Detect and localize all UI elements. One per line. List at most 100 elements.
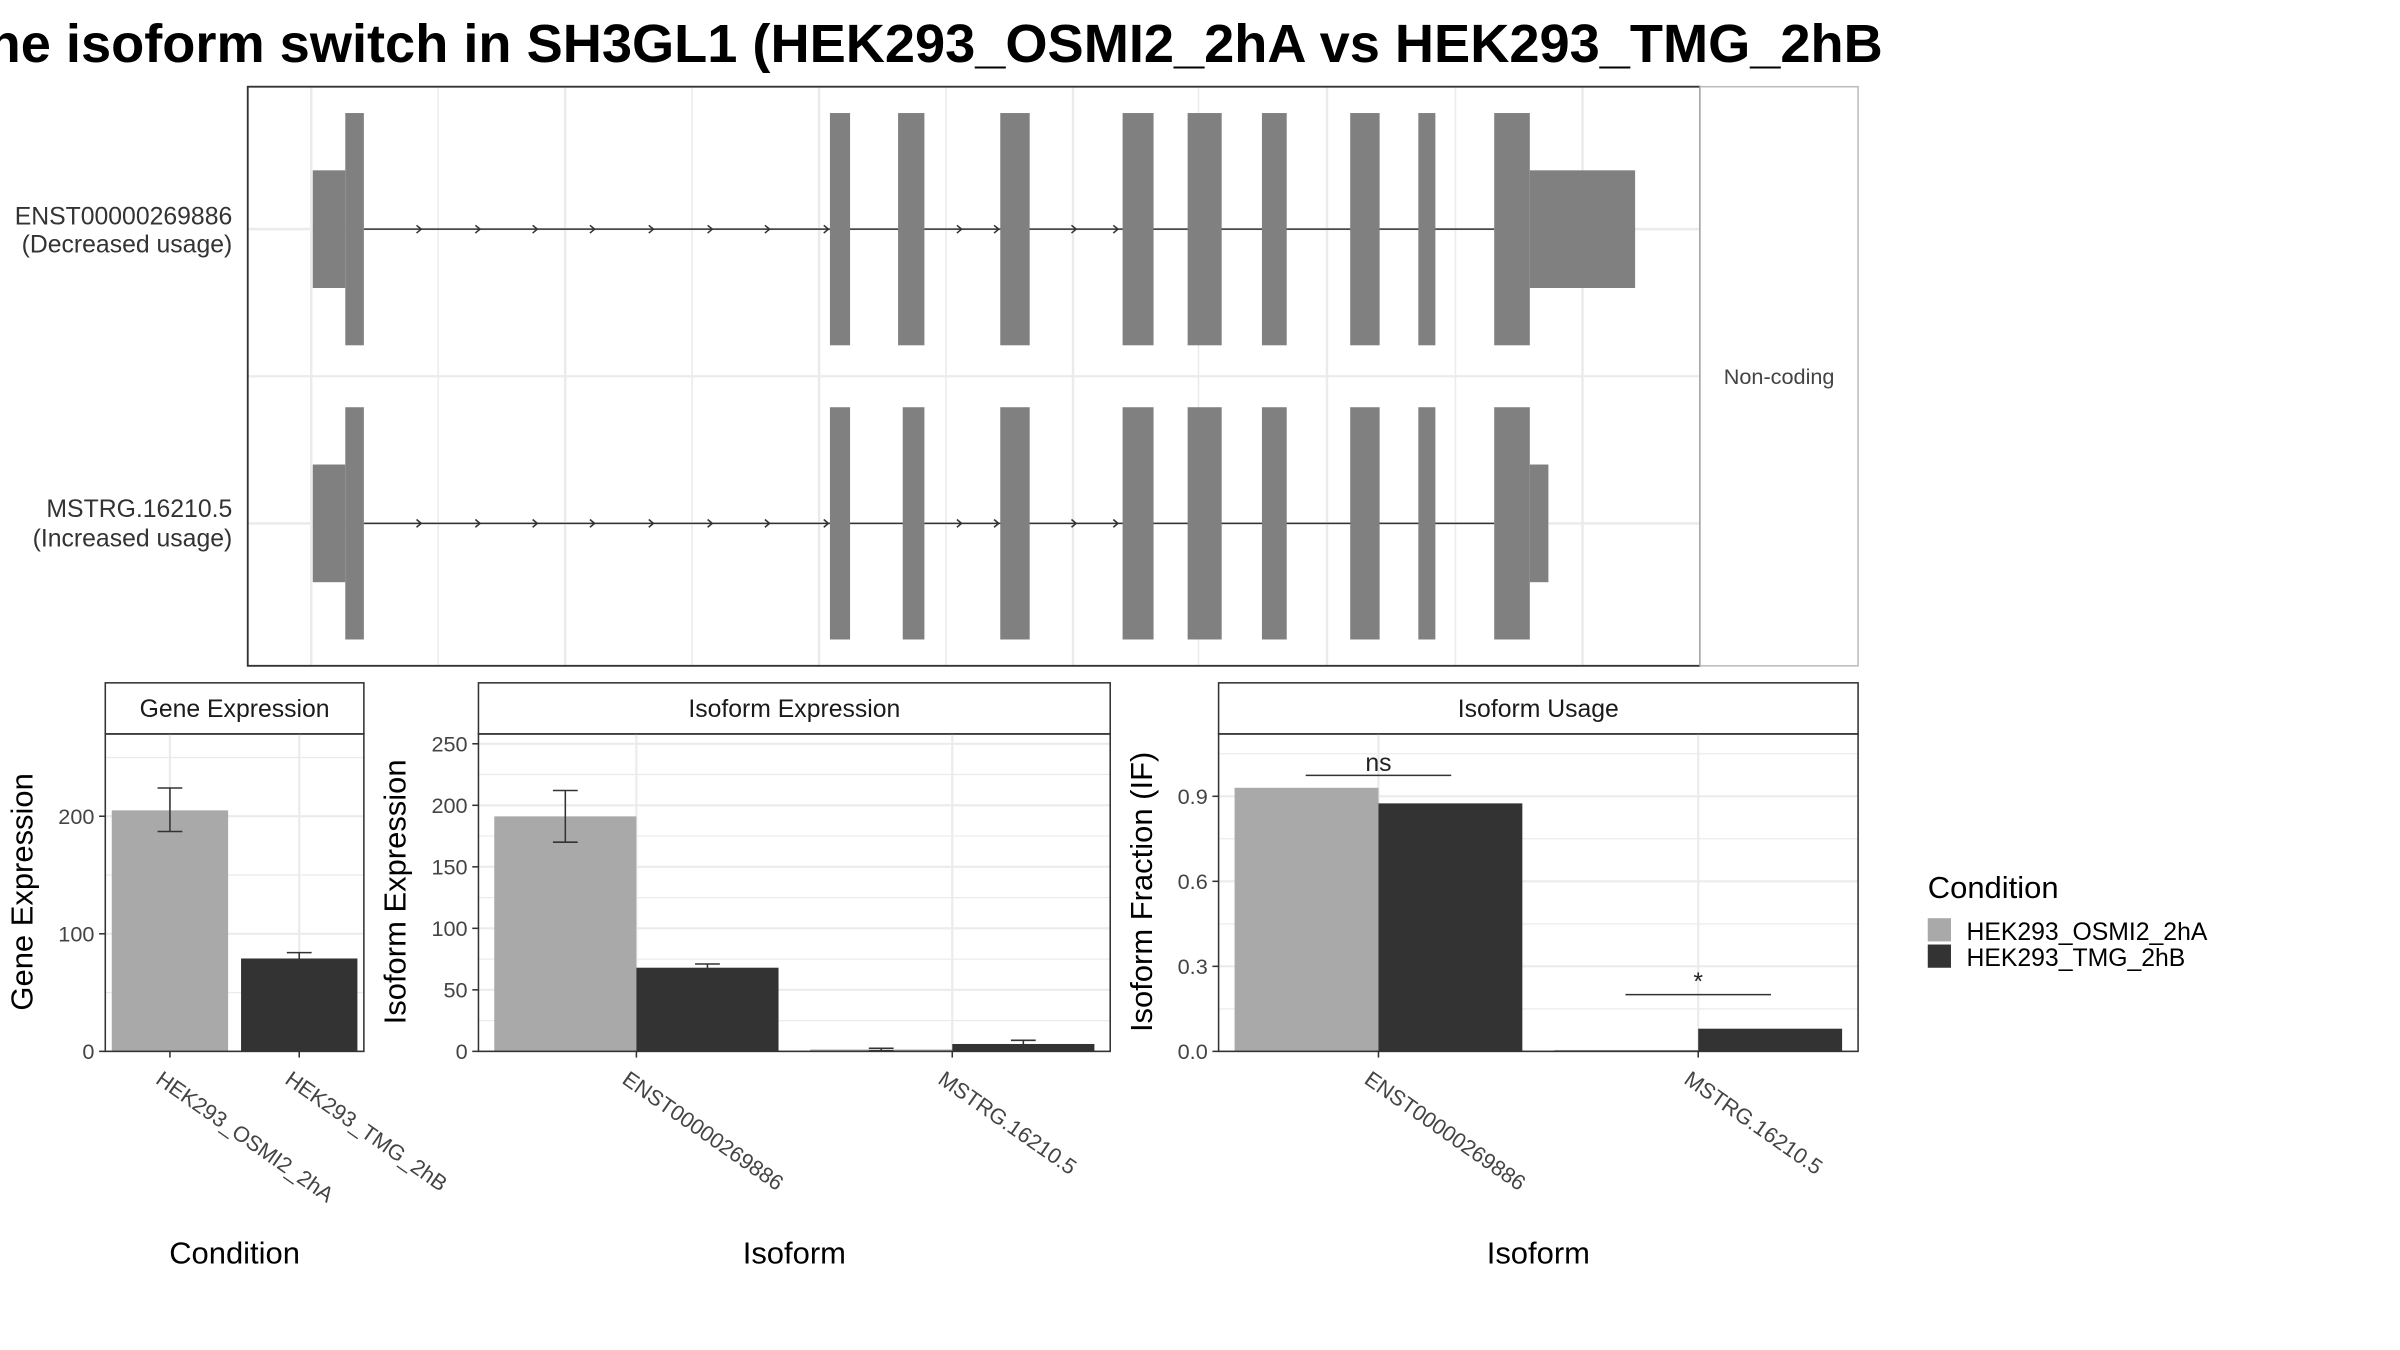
exon-1 [1122,113,1154,346]
isoform-row-sublabel-2: (Increased usage) [33,526,233,553]
bar-tmg [1378,803,1523,1052]
x-tick-label: ENST00000269886 [618,1066,788,1196]
isoform-expression-panel: Isoform Expression 0 50 100 150 200 250 ENST00… [378,682,1111,1270]
exon-1 [1350,113,1380,346]
intron-arrow [532,518,539,528]
x-tick-label: MSTRG.16210.5 [934,1066,1081,1180]
intron-arrow [416,518,423,528]
exon-last-2 [1494,407,1530,640]
bar-tmg [241,958,358,1052]
legend: Condition HEK293_OSMI2_2hA HEK293_TMG_2h… [1927,870,2208,972]
bar-osmi2 [1234,787,1379,1052]
intron-arrow [1112,518,1120,528]
x-tick-label: ENST00000269886 [1360,1066,1530,1196]
intron-arrow [823,224,830,234]
y-tick-label: 0.6 [1178,869,1208,894]
utr5-exon-1 [312,170,346,289]
exon-1 [898,113,925,346]
intron-arrow [589,224,596,234]
gene-expression-strip [104,682,365,735]
gene-expression-panel: Gene Expression 0100200HEK293_OSMI2_2hAH… [5,682,452,1270]
exon-first-1 [345,113,364,346]
intron-arrow [993,224,1000,234]
bar-tmg [1698,1028,1843,1052]
intron-arrow [474,224,482,234]
y-tick-label: 0.9 [1178,784,1208,809]
y-tick-label: 200 [431,793,467,818]
x-tick-label: MSTRG.16210.5 [1680,1066,1827,1180]
bar-osmi2 [111,810,229,1052]
intron-arrow [956,518,963,528]
exon-2 [902,407,925,640]
exon-2 [1122,407,1154,640]
intron-arrow [648,224,655,234]
utr3-exon-2 [1529,464,1549,583]
gene-expression-bars [111,787,358,1052]
intron-arrow [474,518,482,528]
figure-title: he isoform switch in SH3GL1 (HEK293_OSMI… [0,14,1883,74]
isoform-row-sublabel-1: (Decreased usage) [22,231,233,258]
legend-title: Condition [1928,870,2059,905]
y-tick-label: 0 [82,1039,94,1064]
exon-last-1 [1494,113,1530,346]
exon-1 [1187,113,1222,346]
y-tick-label: 100 [431,916,467,941]
exon-2 [1418,407,1436,640]
exon-1 [1000,113,1030,346]
exon-1 [829,113,851,346]
intron-arrow [764,518,771,528]
exon-1 [1418,113,1436,346]
gene-expression-border [104,733,365,1053]
intron-arrow [956,224,963,234]
intron-arrow [532,224,539,234]
gene-expression-title: Gene Expression [140,696,330,723]
intron-arrow [823,518,830,528]
y-tick-label: 200 [58,804,94,829]
significance-label: * [1693,969,1703,996]
isoform-usage-bars [1234,787,1843,1052]
utr5-exon-2 [312,464,346,583]
y-tick-label: 150 [431,855,467,880]
bar-tmg [636,967,779,1052]
isoform-expression-strip [477,682,1111,735]
intron-arrow [589,518,596,528]
legend-label-osmi2: HEK293_OSMI2_2hA [1966,919,2207,946]
intron-arrow [764,224,771,234]
exon-2 [1261,407,1287,640]
isoform-expression-bars [494,789,1095,1052]
isoform-usage-border [1217,733,1859,1053]
utr3-exon-1 [1529,170,1636,289]
isoform-row-label-1: ENST00000269886 [15,204,233,231]
exon-2 [1000,407,1030,640]
intron-arrow [416,224,423,234]
legend-swatch-tmg [1927,944,1951,968]
exon-1 [1261,113,1287,346]
isoform-usage-ylabel: Isoform Fraction (IF) [1124,752,1159,1032]
intron-arrow [1070,518,1078,528]
intron-arrow [648,518,655,528]
exon-2 [829,407,851,640]
y-tick-label: 0 [456,1039,468,1064]
exon-2 [1350,407,1380,640]
facet-label-noncoding: Non-coding [1724,364,1835,389]
isoform-usage-panel: Isoform Usage 0.0 0.3 0.6 0.9 ENST0000026988… [1124,682,1859,1270]
gene-expression-ylabel: Gene Expression [5,773,40,1010]
intron-arrow [1070,224,1078,234]
isoform-usage-strip [1217,682,1859,735]
intron-arrow [993,518,1000,528]
isoform-expression-border [477,733,1111,1053]
exon-2 [1187,407,1222,640]
bar-osmi2 [494,816,637,1052]
y-tick-label: 0.0 [1178,1039,1208,1064]
isoform-usage-title: Isoform Usage [1458,696,1619,723]
isoform-expression-xlabel: Isoform [743,1235,846,1270]
intron-arrow [1112,224,1120,234]
isoform-usage-xlabel: Isoform [1487,1235,1590,1270]
facet-strip-noncoding [1699,85,1859,667]
isoform-expression-ylabel: Isoform Expression [378,759,413,1024]
isoform-expression-title: Isoform Expression [688,696,900,723]
legend-label-tmg: HEK293_TMG_2hB [1966,945,2185,972]
significance-label: ns [1365,750,1391,777]
structure-panel: Non-coding ENST00000269886 (Decreased us… [15,85,1859,667]
